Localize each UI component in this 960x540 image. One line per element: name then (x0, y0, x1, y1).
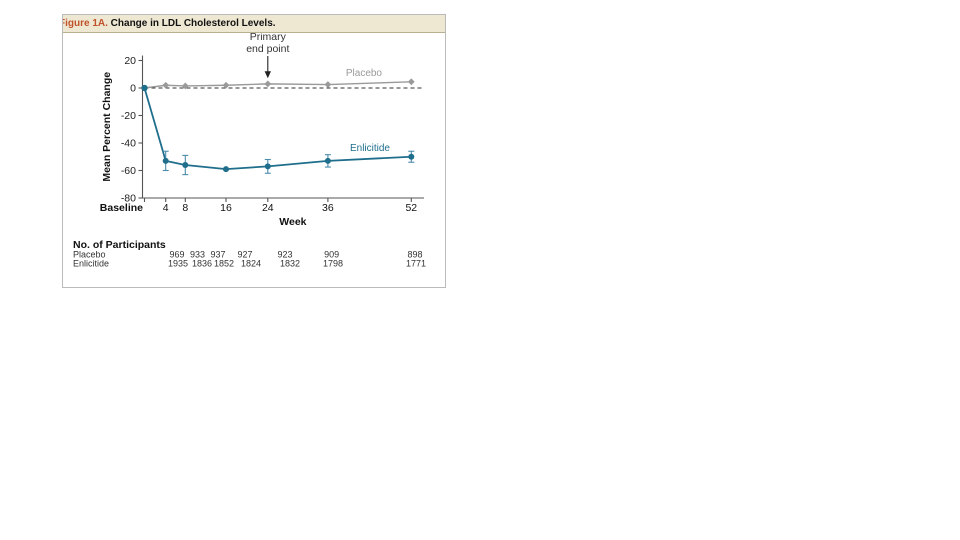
svg-text:1798: 1798 (323, 258, 343, 268)
svg-text:1771: 1771 (406, 258, 426, 268)
svg-text:20: 20 (124, 55, 136, 67)
svg-text:Week: Week (279, 216, 306, 228)
svg-text:1836: 1836 (192, 258, 212, 268)
svg-text:8: 8 (182, 202, 188, 214)
svg-text:end point: end point (246, 43, 289, 55)
svg-text:Enlicitide: Enlicitide (73, 258, 109, 268)
svg-text:24: 24 (262, 202, 274, 214)
svg-text:1852: 1852 (214, 258, 234, 268)
svg-text:4: 4 (163, 202, 169, 214)
svg-text:1832: 1832 (280, 258, 300, 268)
svg-text:36: 36 (322, 202, 334, 214)
svg-text:Enlicitide: Enlicitide (350, 143, 390, 154)
svg-text:-60: -60 (121, 165, 136, 177)
svg-text:-40: -40 (121, 138, 136, 150)
svg-text:52: 52 (405, 202, 417, 214)
svg-text:-20: -20 (121, 110, 136, 122)
svg-text:Mean Percent Change: Mean Percent Change (101, 72, 113, 182)
svg-text:Baseline: Baseline (100, 202, 143, 214)
svg-text:1935: 1935 (168, 258, 188, 268)
svg-text:1824: 1824 (241, 258, 261, 268)
svg-text:16: 16 (220, 202, 232, 214)
svg-text:Placebo: Placebo (346, 68, 383, 79)
svg-text:Primary: Primary (250, 33, 287, 43)
svg-text:0: 0 (130, 83, 136, 95)
